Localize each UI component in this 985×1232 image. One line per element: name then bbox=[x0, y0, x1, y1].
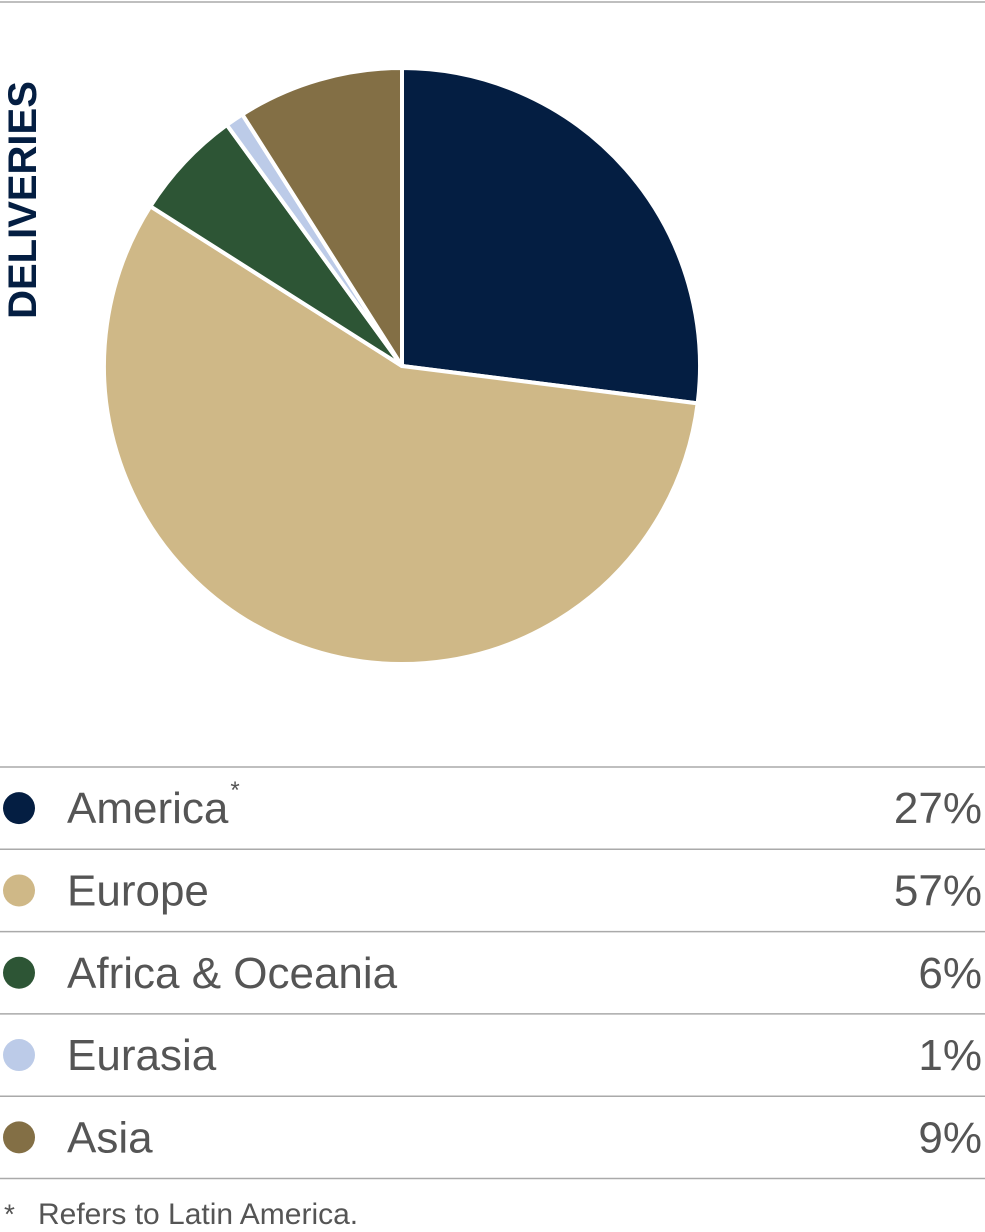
legend-marker bbox=[3, 792, 35, 825]
pie-slice bbox=[102, 204, 700, 666]
pie-slice bbox=[240, 66, 404, 368]
legend-label: America bbox=[67, 784, 229, 833]
footnote-marker: * bbox=[4, 1198, 15, 1229]
pie bbox=[102, 66, 702, 666]
legend-label: Africa & Oceania bbox=[67, 949, 398, 998]
chart-title: DELIVERIES bbox=[1, 81, 45, 319]
legend: America * 27% Europe 57% Africa & Oceania 6% Eu… bbox=[0, 766, 985, 1180]
legend-marker bbox=[3, 956, 35, 989]
legend-marker bbox=[3, 1121, 35, 1154]
value-label: 57% bbox=[894, 866, 982, 915]
pie-slice bbox=[400, 66, 702, 406]
footnote: Refers to Latin America. bbox=[38, 1198, 358, 1231]
legend-label: Europe bbox=[67, 866, 209, 915]
legend-marker bbox=[3, 1039, 35, 1072]
footnote-marker: * bbox=[230, 777, 239, 804]
value-label: 9% bbox=[918, 1113, 982, 1162]
legend-label: Asia bbox=[67, 1113, 153, 1162]
value-label: 6% bbox=[918, 949, 982, 998]
value-label: 27% bbox=[894, 784, 982, 833]
legend-marker bbox=[3, 874, 35, 907]
legend-label: Eurasia bbox=[67, 1031, 217, 1080]
value-label: 1% bbox=[918, 1031, 982, 1080]
